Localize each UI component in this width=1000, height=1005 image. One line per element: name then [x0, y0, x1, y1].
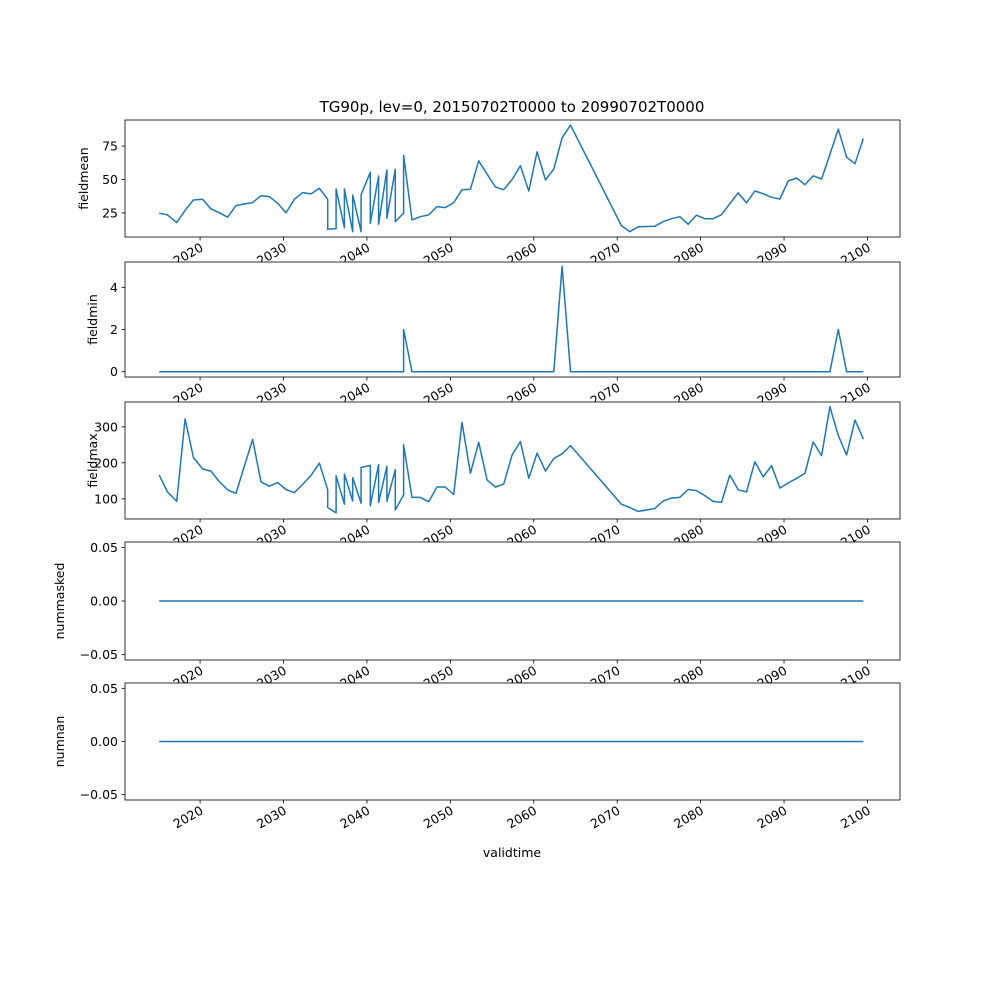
y-tick-label: −0.05 — [80, 787, 118, 802]
y-tick-label: 75 — [102, 139, 118, 154]
y-tick-label: 100 — [94, 491, 118, 506]
plot-area — [125, 402, 900, 519]
y-tick-label: −0.05 — [80, 647, 118, 662]
y-tick-label: 2 — [110, 322, 118, 337]
y-axis-label: nummasked — [52, 563, 67, 640]
y-tick-label: 0.05 — [90, 540, 118, 555]
chart-title: TG90p, lev=0, 20150702T0000 to 20990702T… — [319, 98, 705, 116]
x-axis-label: validtime — [483, 845, 541, 860]
y-tick-label: 50 — [102, 172, 118, 187]
y-axis-label: fieldmin — [85, 294, 100, 345]
y-axis-label: fieldmean — [76, 147, 91, 209]
y-axis-label: numnan — [52, 716, 67, 768]
y-tick-label: 0.05 — [90, 681, 118, 696]
y-tick-label: 4 — [110, 280, 118, 295]
plot-area — [125, 262, 900, 377]
y-tick-label: 300 — [94, 419, 118, 434]
y-tick-label: 0 — [110, 364, 118, 379]
y-tick-label: 0.00 — [90, 734, 118, 749]
y-tick-label: 25 — [102, 205, 118, 220]
y-tick-label: 0.00 — [90, 594, 118, 609]
y-axis-label: fieldmax — [85, 433, 100, 487]
